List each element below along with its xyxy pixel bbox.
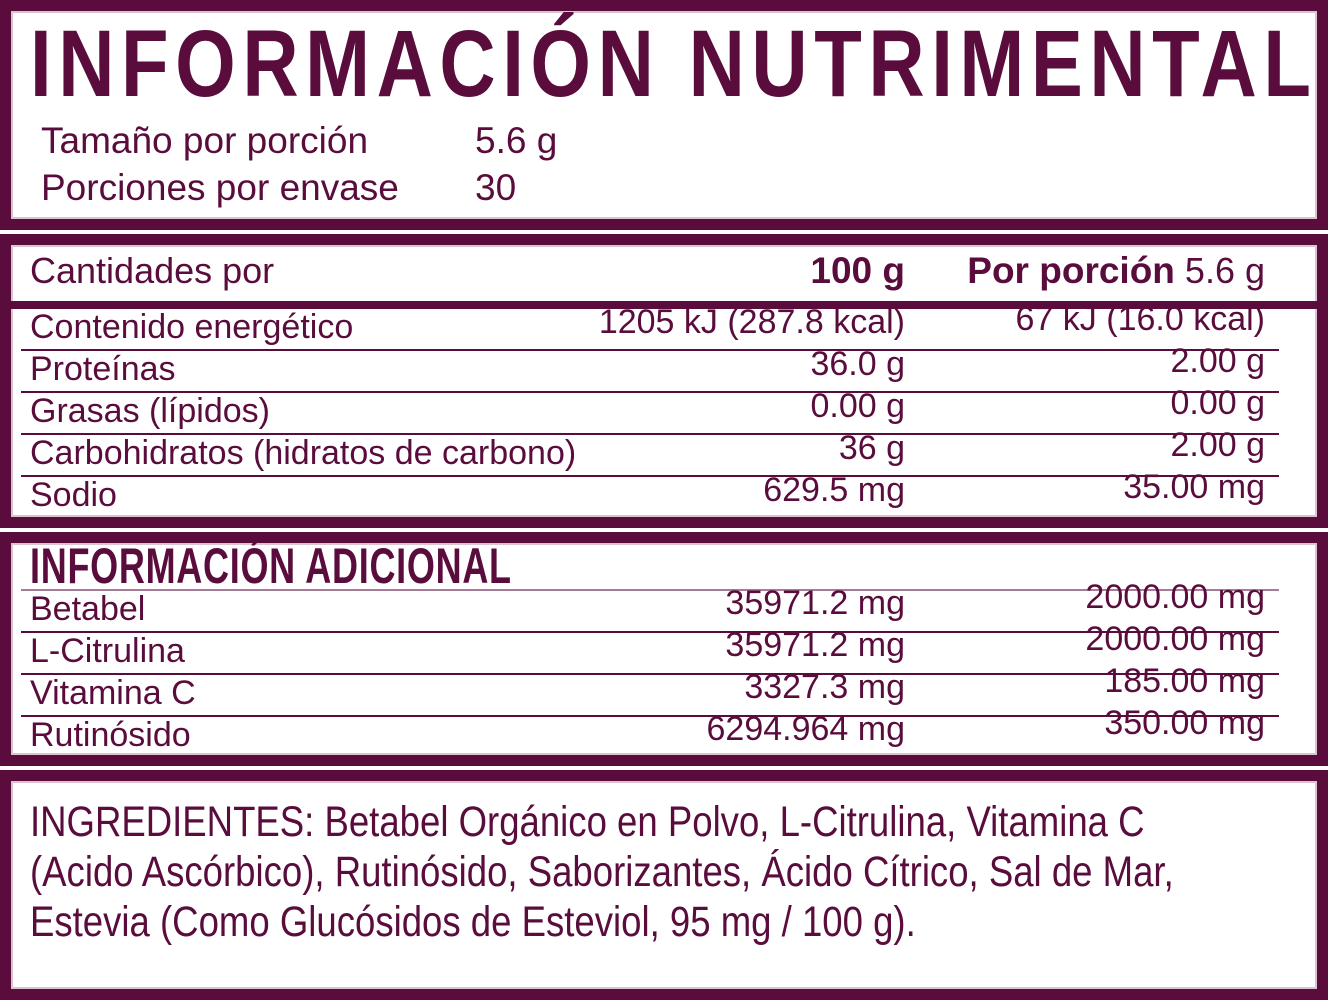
table-row: Vitamina C 3327.3 mg 185.00 mg — [11, 662, 1317, 715]
row-label: Betabel — [30, 590, 146, 628]
row-per100-value: 629.5 mg — [763, 471, 905, 509]
per-portion-column-header: Por porción 5.6 g — [945, 250, 1317, 292]
table-row: Sodio 629.5 mg 35.00 mg — [11, 468, 1317, 517]
table-row: Betabel 35971.2 mg 2000.00 mg — [11, 578, 1317, 631]
row-divider — [21, 715, 1279, 717]
row-per100-value: 35971.2 mg — [725, 584, 905, 622]
per-portion-size: 5.6 g — [1184, 250, 1265, 291]
table-row: L-Citrulina 35971.2 mg 2000.00 mg — [11, 620, 1317, 673]
servings-per-container-row: Porciones por envase 30 — [41, 164, 1317, 211]
row-per100-value: 36 g — [838, 429, 905, 467]
per-portion-label: Por porción — [967, 250, 1175, 291]
row-portion-value: 2.00 g — [1170, 426, 1265, 464]
row-divider — [21, 673, 1279, 675]
row-label: Sodio — [30, 476, 117, 514]
row-label: Proteínas — [30, 350, 176, 388]
per-100g-column-header: 100 g — [810, 250, 905, 291]
ingredients-section: INGREDIENTES: Betabel Orgánico en Polvo,… — [0, 770, 1328, 1000]
ingredients-line: Estevia (Como Glucósidos de Esteviol, 95… — [30, 898, 916, 946]
table-row: Proteínas 36.0 g 2.00 g — [11, 342, 1317, 391]
nutrition-table-section: Cantidades por 100 g Por porción 5.6 g C… — [0, 234, 1328, 528]
serving-size-row: Tamaño por porción 5.6 g — [41, 117, 1317, 164]
row-portion-value: 67 kJ (16.0 kcal) — [1015, 300, 1265, 338]
table-row: Grasas (lípidos) 0.00 g 0.00 g — [11, 384, 1317, 433]
row-label: Contenido energético — [30, 308, 354, 346]
additional-info-header-row: INFORMACIÓN ADICIONAL — [11, 543, 1317, 594]
additional-info-title: INFORMACIÓN ADICIONAL — [30, 538, 512, 594]
header-divider — [11, 301, 1317, 309]
row-per100-value: 1205 kJ (287.8 kcal) — [598, 303, 905, 341]
row-label: Vitamina C — [30, 674, 196, 712]
row-divider — [21, 433, 1279, 435]
servings-per-container-value: 30 — [475, 167, 517, 208]
table-header-row: Cantidades por 100 g Por porción 5.6 g — [11, 245, 1317, 301]
row-per100-value: 6294.964 mg — [706, 710, 906, 748]
row-label: Grasas (lípidos) — [30, 392, 270, 430]
row-portion-value: 2.00 g — [1170, 342, 1265, 380]
row-label: Carbohidratos (hidratos de carbono) — [30, 434, 577, 472]
servings-per-container-label: Porciones por envase — [41, 167, 399, 208]
row-divider — [21, 391, 1279, 393]
row-per100-value: 36.0 g — [810, 345, 905, 383]
serving-size-value: 5.6 g — [475, 120, 558, 161]
page-title: INFORMACIÓN NUTRIMENTAL — [30, 10, 1318, 117]
row-portion-value: 0.00 g — [1170, 384, 1265, 422]
row-per100-value: 0.00 g — [810, 387, 905, 425]
additional-header-divider — [21, 589, 1279, 591]
ingredients-line: (Acido Ascórbico), Rutinósido, Saborizan… — [30, 848, 1174, 896]
row-label: Rutinósido — [30, 716, 191, 754]
row-divider — [21, 349, 1279, 351]
row-portion-value: 35.00 mg — [1123, 468, 1265, 506]
serving-size-label: Tamaño por porción — [41, 120, 369, 161]
row-divider — [21, 631, 1279, 633]
header-section: INFORMACIÓN NUTRIMENTAL Tamaño por porci… — [0, 0, 1328, 230]
row-label: L-Citrulina — [30, 632, 185, 670]
additional-info-section: INFORMACIÓN ADICIONAL Betabel 35971.2 mg… — [0, 532, 1328, 766]
table-row: Rutinósido 6294.964 mg 350.00 mg — [11, 704, 1317, 755]
table-row: Carbohidratos (hidratos de carbono) 36 g… — [11, 426, 1317, 475]
row-portion-value: 2000.00 mg — [1085, 620, 1265, 658]
ingredients-line: INGREDIENTES: Betabel Orgánico en Polvo,… — [30, 798, 1145, 846]
row-portion-value: 350.00 mg — [1104, 704, 1265, 742]
row-portion-value: 2000.00 mg — [1085, 578, 1265, 616]
row-portion-value: 185.00 mg — [1104, 662, 1265, 700]
row-per100-value: 35971.2 mg — [725, 626, 905, 664]
row-divider — [21, 475, 1279, 477]
table-row: Contenido energético 1205 kJ (287.8 kcal… — [11, 300, 1317, 349]
row-per100-value: 3327.3 mg — [744, 668, 905, 706]
amounts-per-label: Cantidades por — [30, 250, 275, 291]
